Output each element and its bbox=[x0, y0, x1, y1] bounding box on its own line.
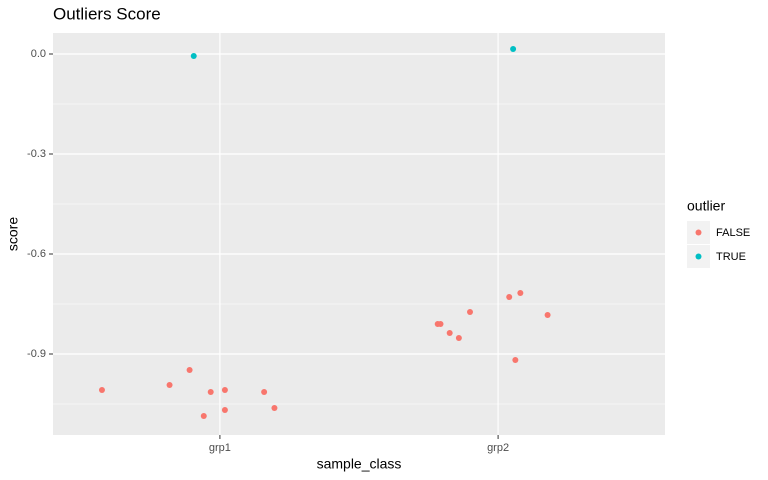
point bbox=[261, 389, 268, 395]
point bbox=[221, 387, 228, 393]
point bbox=[166, 382, 173, 388]
point bbox=[466, 309, 473, 315]
point bbox=[207, 389, 214, 395]
legend-marker bbox=[695, 253, 702, 260]
legend-marker bbox=[695, 229, 702, 236]
point bbox=[190, 53, 197, 59]
point bbox=[98, 387, 105, 393]
point bbox=[221, 407, 228, 413]
point bbox=[271, 405, 278, 411]
point bbox=[455, 335, 462, 341]
point bbox=[446, 330, 453, 336]
point bbox=[200, 413, 207, 419]
point bbox=[544, 312, 551, 318]
y-axis-title: score bbox=[5, 217, 21, 251]
y-tick-label: -0.9 bbox=[27, 348, 46, 360]
y-tick-label: 0.0 bbox=[31, 48, 46, 60]
legend-label: TRUE bbox=[716, 251, 746, 263]
point bbox=[512, 357, 519, 363]
legend-title: outlier bbox=[687, 198, 725, 214]
point bbox=[437, 321, 444, 327]
point bbox=[506, 294, 513, 300]
point bbox=[510, 46, 517, 52]
y-tick-label: -0.3 bbox=[27, 148, 46, 160]
legend-label: FALSE bbox=[716, 227, 750, 239]
plot-panel bbox=[53, 33, 665, 435]
point bbox=[186, 367, 193, 373]
point bbox=[517, 290, 524, 296]
y-tick-label: -0.6 bbox=[27, 248, 46, 260]
x-axis-title: sample_class bbox=[317, 456, 402, 472]
x-tick-label: grp2 bbox=[487, 442, 509, 454]
chart-title: Outliers Score bbox=[53, 4, 161, 23]
x-tick-label: grp1 bbox=[209, 442, 231, 454]
